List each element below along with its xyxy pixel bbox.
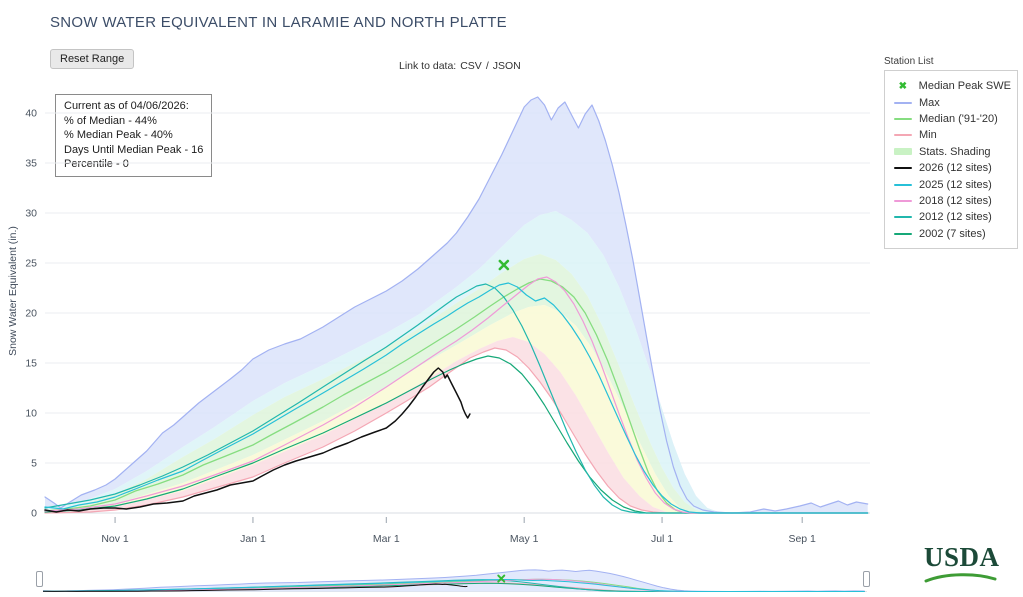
series-y2012-line [44, 283, 869, 514]
usda-swoosh-icon [924, 573, 997, 583]
line-swatch-icon [893, 232, 913, 235]
legend-item-2018-12-sites[interactable]: 2018 (12 sites) [893, 193, 1011, 209]
y-tick-label: 5 [31, 458, 37, 470]
legend-item-2025-12-sites[interactable]: 2025 (12 sites) [893, 176, 1011, 192]
info-line: Days Until Median Peak - 16 [64, 143, 204, 156]
series-y2025-line [44, 282, 869, 514]
band-min-p25 [45, 337, 868, 513]
y-tick-label: 10 [25, 408, 37, 420]
legend-item-median-peak-swe[interactable]: ✖ Median Peak SWE [893, 78, 1011, 94]
json-link[interactable]: JSON [492, 60, 521, 72]
legend-item-2026-12-sites[interactable]: 2026 (12 sites) [893, 160, 1011, 176]
usda-logo: USDA [924, 544, 1010, 589]
series-y2018-line [44, 276, 869, 514]
x-tick-label: Sep 1 [788, 533, 816, 545]
csv-link[interactable]: CSV [460, 60, 482, 72]
info-line: % Median Peak - 40% [64, 129, 173, 141]
legend-item-2002-7-sites[interactable]: 2002 (7 sites) [893, 226, 1011, 242]
y-tick-label: 20 [25, 308, 37, 320]
reset-range-button[interactable]: Reset Range [50, 49, 135, 69]
shading-swatch-icon [893, 148, 913, 156]
series-y2002-line [44, 355, 869, 514]
y-tick-label: 25 [25, 258, 37, 270]
legend-box: ✖ Median Peak SWE Max Median ('91-'20) Min St… [884, 70, 1018, 249]
mini-series-y2026-line [42, 583, 468, 592]
line-swatch-icon [893, 167, 913, 170]
legend-label: 2018 (12 sites) [919, 194, 992, 207]
line-swatch-icon [893, 101, 913, 104]
legend-label: Min [919, 129, 937, 142]
legend-label: Max [919, 96, 940, 109]
usda-logo-text: USDA [924, 542, 1000, 572]
mini-median-peak-marker [497, 574, 506, 583]
y-tick-label: 40 [25, 108, 37, 120]
series-y2026-line [44, 367, 471, 513]
series-median-line [44, 278, 869, 514]
band-p70-p90 [45, 211, 868, 513]
legend-item-min[interactable]: Min [893, 127, 1011, 143]
legend-item-max[interactable]: Max [893, 94, 1011, 110]
x-tick-label: Jan 1 [240, 533, 266, 545]
x-tick-label: Jul 1 [651, 533, 673, 545]
data-link-prefix: Link to data: [399, 60, 457, 72]
info-line: % of Median - 44% [64, 114, 157, 127]
x-tick-label: Nov 1 [101, 533, 129, 545]
station-list-title: Station List [884, 56, 934, 67]
mini-series-y2025-line [42, 579, 865, 592]
mini-chart-svg[interactable] [38, 566, 872, 594]
series-min-line [44, 347, 869, 514]
legend-label: 2012 (12 sites) [919, 211, 992, 224]
x-tick-label: May 1 [510, 533, 539, 545]
legend-item-2012-12-sites[interactable]: 2012 (12 sites) [893, 209, 1011, 225]
x-tick-label: Mar 1 [373, 533, 400, 545]
line-swatch-icon [893, 117, 913, 120]
data-link-separator: / [485, 60, 489, 72]
legend-label: 2002 (7 sites) [919, 227, 986, 240]
info-line: Current as of 04/06/2026: [64, 100, 189, 112]
line-swatch-icon [893, 134, 913, 137]
band-p25-p45 [45, 305, 868, 513]
info-line: Percentile - 0 [64, 158, 129, 170]
range-handle-left[interactable] [36, 571, 43, 587]
legend-label: Stats. Shading [919, 145, 991, 158]
y-tick-label: 0 [31, 508, 37, 520]
line-swatch-icon [893, 199, 913, 202]
y-tick-label: 30 [25, 208, 37, 220]
band-p45-p70 [45, 254, 868, 513]
y-tick-label: 35 [25, 158, 37, 170]
line-swatch-icon [893, 183, 913, 186]
range-handle-right[interactable] [863, 571, 870, 587]
legend-label: 2026 (12 sites) [919, 162, 992, 175]
series-max-line [44, 96, 869, 514]
main-chart-svg[interactable]: 0 5 10 15 20 25 30 35 40 Nov 1 Jan 1 Mar 1 May 1 Jul … [0, 70, 880, 560]
line-swatch-icon [893, 216, 913, 219]
median-peak-swe-marker [498, 259, 510, 271]
data-link-bar: Link to data: CSV / JSON [399, 60, 521, 72]
median-peak-x-icon: ✖ [898, 80, 908, 92]
page-title: SNOW WATER EQUIVALENT IN LARAMIE AND NOR… [50, 14, 507, 31]
legend-label: 2025 (12 sites) [919, 178, 992, 191]
legend-item-stats-shading[interactable]: Stats. Shading [893, 144, 1011, 160]
legend-label: Median Peak SWE [918, 80, 1011, 93]
legend-label: Median ('91-'20) [919, 112, 998, 125]
y-tick-label: 15 [25, 358, 37, 370]
legend-item-median-91-20[interactable]: Median ('91-'20) [893, 111, 1011, 127]
